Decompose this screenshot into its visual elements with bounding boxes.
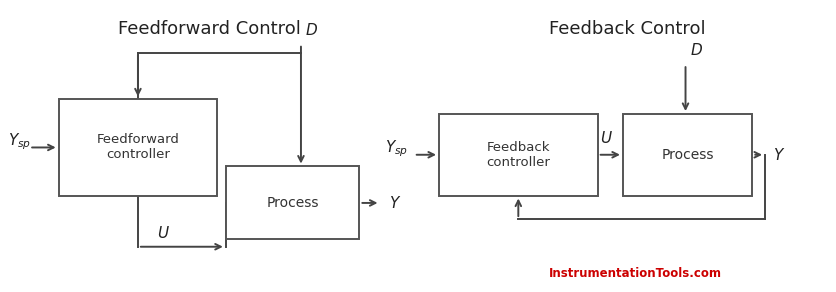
Text: Feedback
controller: Feedback controller	[487, 141, 550, 169]
Text: Feedforward
controller: Feedforward controller	[96, 133, 180, 161]
Bar	[439, 114, 598, 196]
Text: $Y$: $Y$	[389, 195, 401, 211]
Bar	[623, 114, 752, 196]
Text: $D$: $D$	[305, 22, 319, 38]
Text: Process: Process	[267, 196, 319, 210]
Text: $D$: $D$	[690, 42, 703, 58]
Text: Feedforward Control: Feedforward Control	[118, 20, 300, 39]
Text: $Y_{sp}$: $Y_{sp}$	[8, 131, 32, 152]
Text: $U$: $U$	[600, 130, 613, 146]
Text: $Y$: $Y$	[773, 147, 786, 163]
Bar	[226, 166, 359, 239]
Text: $U$: $U$	[156, 225, 170, 241]
Text: Process: Process	[661, 148, 714, 162]
Text: Feedback Control: Feedback Control	[548, 20, 706, 39]
Text: $Y_{sp}$: $Y_{sp}$	[385, 139, 408, 159]
Text: InstrumentationTools.com: InstrumentationTools.com	[549, 267, 721, 280]
Bar	[59, 99, 217, 196]
